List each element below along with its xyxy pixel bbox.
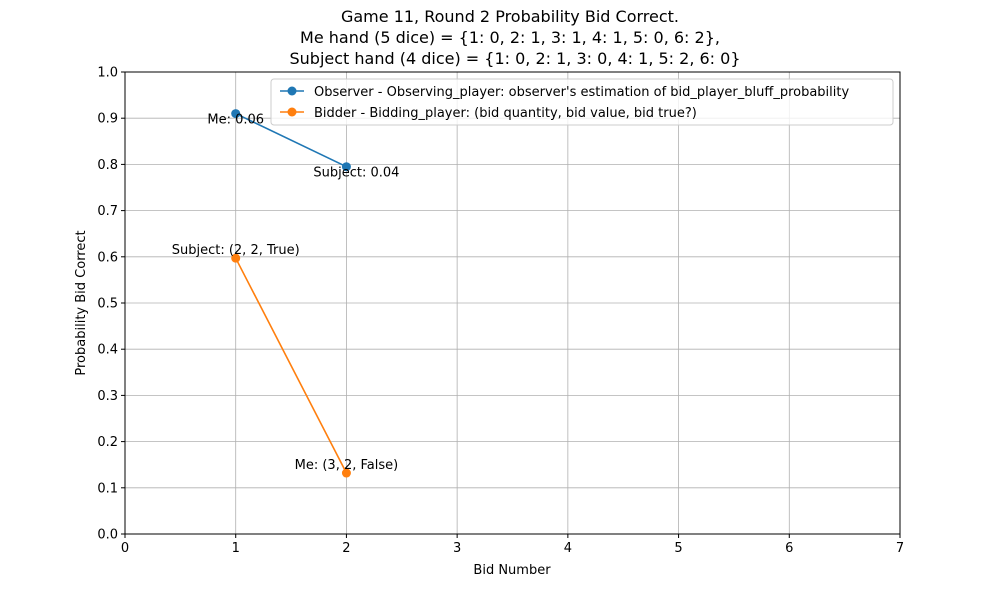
legend-label-observer: Observer - Observing_player: observer's … [314, 85, 849, 100]
y-tick-label: 0.2 [97, 435, 118, 450]
y-tick-label: 0.4 [97, 343, 118, 358]
data-point [341, 468, 351, 478]
x-tick-label: 5 [674, 541, 682, 556]
data-label: Subject: 0.04 [313, 166, 399, 181]
series-line [235, 257, 348, 474]
series: Me: 0.06 Subject: 0.04 Subject: (2, 2, Tru… [172, 109, 399, 478]
y-tick-label: 0.0 [97, 528, 118, 543]
data-point [231, 109, 241, 119]
data-label: Me: 0.06 [207, 113, 264, 128]
y-tick-label: 0.7 [97, 204, 118, 219]
x-tick-label: 3 [453, 541, 461, 556]
y-tick-label: 1.0 [97, 66, 118, 81]
y-axis-label: Probability Bid Correct [74, 230, 89, 375]
y-tick-label: 0.1 [97, 481, 118, 496]
legend-label-bidder: Bidder - Bidding_player: (bid quantity, … [314, 106, 697, 121]
series-line [235, 112, 347, 168]
x-axis-label: Bid Number [473, 563, 551, 578]
y-tick-label: 0.8 [97, 158, 118, 173]
legend: Observer - Observing_player: observer's … [270, 78, 894, 126]
y-tick-label: 0.6 [97, 250, 118, 265]
legend-box [270, 78, 894, 126]
x-tick-label: 7 [896, 541, 904, 556]
data-label: Me: (3, 2, False) [295, 458, 399, 473]
x-tick-label: 6 [785, 541, 793, 556]
chart-title-line-3: Subject hand (4 dice) = {1: 0, 2: 1, 3: … [289, 49, 740, 68]
legend-marker-bidder [287, 107, 297, 117]
data-point [341, 162, 351, 172]
x-tick-label: 0 [121, 541, 129, 556]
legend-marker-observer [287, 86, 297, 96]
y-tick-label: 0.3 [97, 389, 118, 404]
plot-area-frame [124, 71, 901, 535]
grid [124, 71, 901, 535]
x-tick-label: 4 [564, 541, 572, 556]
axis-ticks: 0 1 2 3 4 5 6 7 0.0 0.1 0.2 0.3 0.4 0.5 0.6 0.7 0.8 0.9 1.… [97, 66, 904, 557]
y-tick-label: 0.5 [97, 297, 118, 312]
data-point [231, 253, 241, 263]
y-tick-label: 0.9 [97, 112, 118, 127]
x-tick-label: 1 [232, 541, 240, 556]
chart-title-line-2: Me hand (5 dice) = {1: 0, 2: 1, 3: 1, 4:… [300, 28, 720, 47]
data-label: Subject: (2, 2, True) [172, 243, 300, 258]
x-tick-label: 2 [342, 541, 350, 556]
chart-title-line-1: Game 11, Round 2 Probability Bid Correct… [341, 7, 679, 26]
